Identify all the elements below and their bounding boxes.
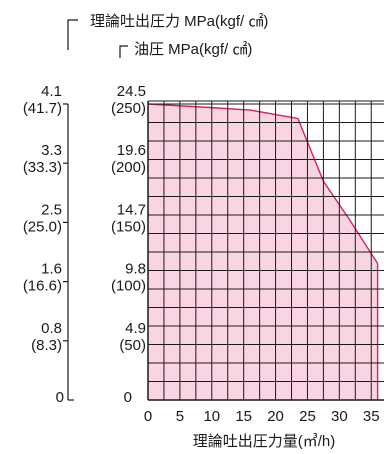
outer-tick-sublabel: (41.7) bbox=[23, 100, 62, 117]
x-tick-label: 25 bbox=[299, 408, 316, 425]
outer-tick-label: 4.1 bbox=[41, 83, 62, 100]
x-tick-label: 30 bbox=[331, 408, 348, 425]
inner-tick-sublabel: (100) bbox=[111, 278, 146, 295]
x-tick-label: 15 bbox=[235, 408, 252, 425]
outer-tick-label: 3.3 bbox=[41, 142, 62, 159]
inner-tick-label: 14.7 bbox=[117, 201, 146, 218]
outer-tick-label: 0.8 bbox=[41, 320, 62, 337]
x-tick-label: 0 bbox=[144, 408, 152, 425]
x-axis-label: 理論吐出圧力量(㎥/h) bbox=[193, 433, 336, 450]
x-tick-label: 35 bbox=[363, 408, 380, 425]
inner-tick-sublabel: (50) bbox=[119, 337, 146, 354]
header-bracket bbox=[67, 19, 78, 50]
outer-tick-label: 0 bbox=[56, 389, 64, 406]
x-tick-label: 20 bbox=[267, 408, 284, 425]
y-axis-label: 油圧 MPa(kgf/ ㎠) bbox=[134, 41, 252, 58]
inner-tick-label: 4.9 bbox=[125, 320, 146, 337]
outer-tick-label: 1.6 bbox=[41, 261, 62, 278]
axes-layer bbox=[63, 19, 128, 401]
header-label: 理論吐出圧力 MPa(kgf/ ㎠) bbox=[90, 13, 268, 30]
label-layer: 理論吐出圧力 MPa(kgf/ ㎠) 油圧 MPa(kgf/ ㎠) 理論吐出圧力… bbox=[23, 13, 380, 450]
grid-layer bbox=[147, 100, 384, 401]
x-tick-label: 5 bbox=[176, 408, 184, 425]
inner-tick-sublabel: (150) bbox=[111, 218, 146, 235]
outer-tick-sublabel: (25.0) bbox=[23, 218, 62, 235]
outer-tick-sublabel: (33.3) bbox=[23, 159, 62, 176]
outer-tick-sublabel: (16.6) bbox=[23, 278, 62, 295]
inner-tick-label: 19.6 bbox=[117, 142, 146, 159]
inner-tick-sublabel: (200) bbox=[111, 159, 146, 176]
inner-tick-label: 0 bbox=[124, 389, 132, 406]
outer-tick-label: 2.5 bbox=[41, 201, 62, 218]
x-tick-label: 10 bbox=[203, 408, 220, 425]
outer-tick-sublabel: (8.3) bbox=[31, 337, 62, 354]
inner-tick-sublabel: (250) bbox=[111, 100, 146, 117]
inner-tick-label: 9.8 bbox=[125, 261, 146, 278]
inner-tick-label: 24.5 bbox=[117, 83, 146, 100]
y-axis-bracket bbox=[119, 45, 128, 58]
